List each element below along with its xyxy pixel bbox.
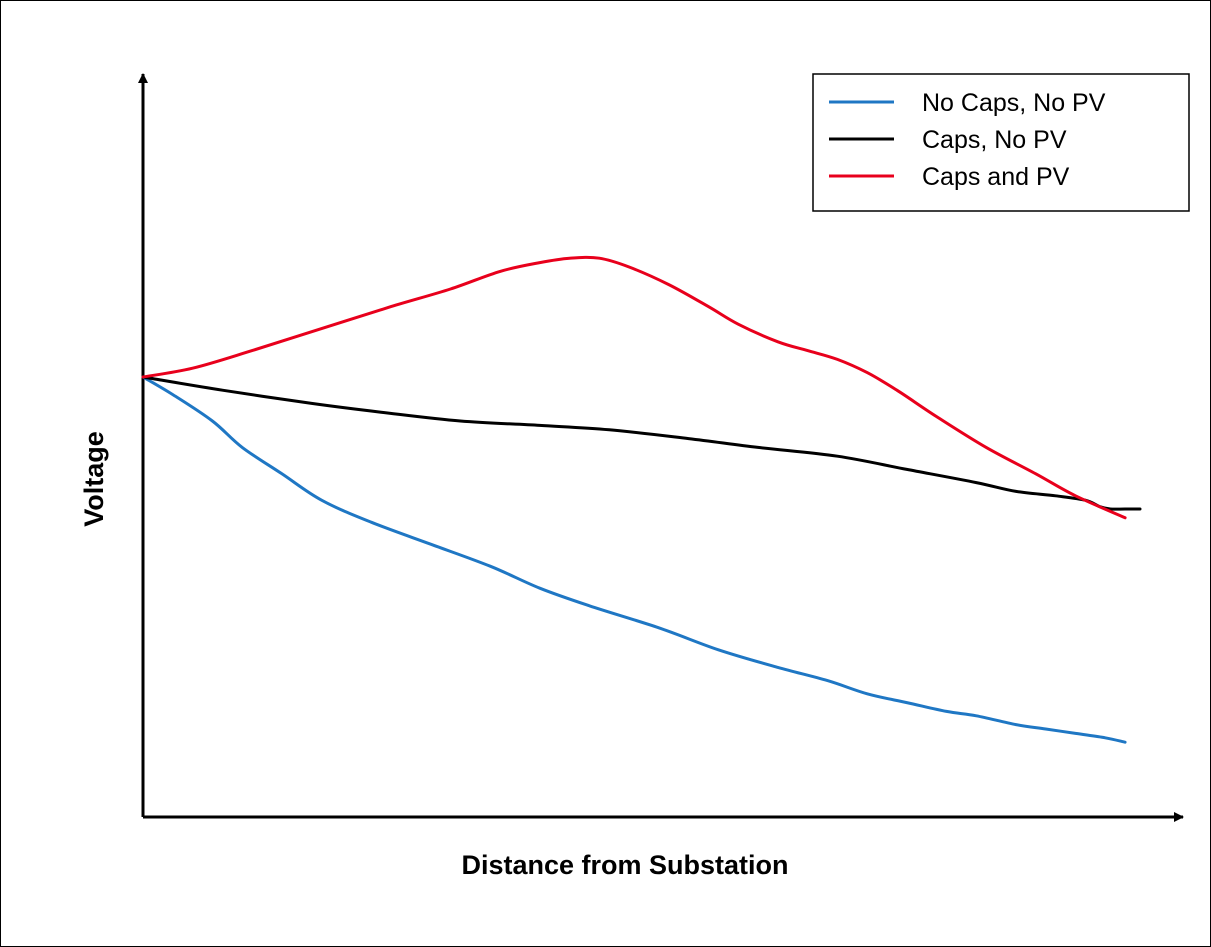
series-line-no-caps-no-pv	[141, 375, 1127, 744]
series-line-caps-and-pv	[141, 255, 1127, 520]
legend-label-caps-and-pv: Caps and PV	[922, 163, 1070, 191]
legend-items: No Caps, No PV Caps, No PV Caps and PV	[829, 89, 1106, 191]
y-axis-label: Voltage	[79, 431, 109, 527]
series-layer	[141, 255, 1142, 744]
legend-label-caps-no-pv: Caps, No PV	[922, 126, 1067, 154]
legend-label-no-caps-no-pv: No Caps, No PV	[922, 89, 1106, 117]
x-axis-label: Distance from Substation	[461, 850, 788, 880]
legend: No Caps, No PV Caps, No PV Caps and PV	[812, 73, 1190, 212]
series-line-caps-no-pv	[141, 375, 1142, 511]
axes	[138, 73, 1184, 822]
legend-box	[812, 73, 1190, 212]
